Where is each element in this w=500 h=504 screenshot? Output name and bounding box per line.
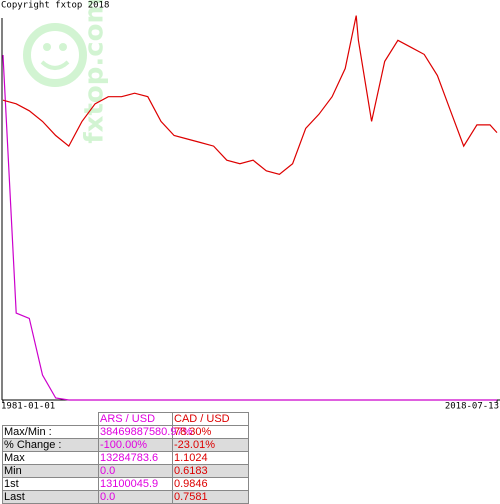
stats-cell: Max/Min :	[2, 425, 99, 439]
stats-row: Max/Min :38469887580.97% 78.30%	[2, 425, 249, 439]
stats-table: ARS / USD CAD / USD Max/Min :38469887580…	[2, 412, 249, 504]
header-cell: CAD / USD	[172, 412, 249, 426]
stats-row: Last 0.0 0.7581	[2, 490, 249, 504]
stats-cell: 78.30%	[172, 425, 249, 439]
series-line	[2, 54, 497, 401]
stats-cell: -23.01%	[172, 438, 249, 452]
stats-row: 1st 13100045.9 0.9846	[2, 477, 249, 491]
header-row: ARS / USD CAD / USD	[3, 412, 249, 426]
stats-row: Min 0.0 0.6183	[2, 464, 249, 478]
stats-cell: 13100045.9	[98, 477, 173, 491]
stats-cell: 0.7581	[172, 490, 249, 504]
stats-cell: -100.00%	[98, 438, 173, 452]
watermark-text: fxtop.com	[80, 0, 110, 144]
watermark-logo	[23, 23, 87, 87]
x-tick-label: 2018-07-13	[445, 402, 499, 412]
stats-cell: 13284783.6	[98, 451, 173, 465]
stats-cell: 38469887580.97%	[98, 425, 193, 439]
stats-cell: 0.6183	[172, 464, 249, 478]
stats-cell: 1st	[2, 477, 99, 491]
empty-cell	[3, 413, 99, 426]
stats-cell: Max	[2, 451, 99, 465]
stats-cell: Min	[2, 464, 99, 478]
copyright: Copyright fxtop 2018	[1, 1, 109, 11]
stats-cell: 0.0	[98, 490, 173, 504]
stats-cell: 0.9846	[172, 477, 249, 491]
stats-cell: 1.1024	[172, 451, 249, 465]
stats-cell: % Change :	[2, 438, 99, 452]
header-cell: ARS / USD	[98, 412, 173, 426]
stats-row: Max 13284783.6 1.1024	[2, 451, 249, 465]
stats-cell: Last	[2, 490, 99, 504]
stats-row: % Change : -100.00% -23.01%	[2, 438, 249, 452]
x-tick-label: 1981-01-01	[1, 402, 55, 412]
chart: fxtop.com Copyright fxtop 2018 1981-01-0…	[1, 0, 500, 412]
stats-cell: 0.0	[98, 464, 173, 478]
series-line	[2, 15, 498, 175]
